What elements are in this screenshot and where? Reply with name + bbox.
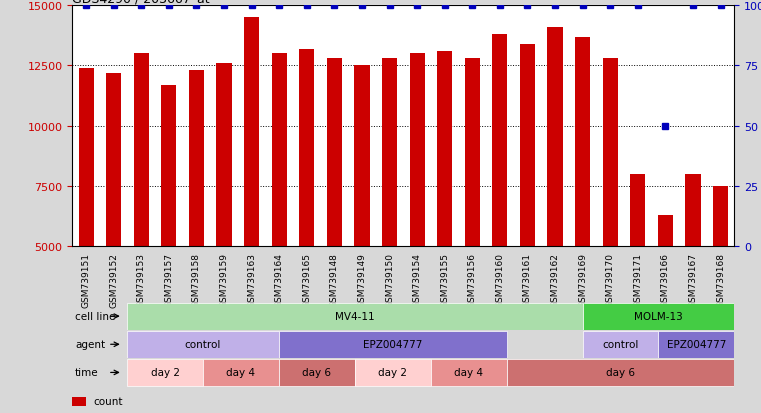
Text: control: control [185, 339, 221, 349]
Bar [547, 28, 562, 247]
Bar [127, 331, 279, 358]
Bar [713, 187, 728, 247]
Bar [134, 54, 149, 247]
Bar [575, 38, 591, 247]
Bar [658, 331, 734, 358]
Bar [355, 359, 431, 386]
Bar [78, 69, 94, 247]
Text: day 6: day 6 [302, 368, 331, 377]
Bar [686, 174, 701, 247]
Text: GDS4290 / 203667_at: GDS4290 / 203667_at [72, 0, 210, 5]
Bar [431, 359, 507, 386]
Bar [161, 85, 177, 247]
Bar [127, 359, 203, 386]
Bar [326, 59, 342, 247]
Bar [272, 54, 287, 247]
Bar [658, 215, 673, 247]
Bar [279, 331, 507, 358]
Bar [409, 54, 425, 247]
Text: day 2: day 2 [378, 368, 407, 377]
Bar [279, 359, 355, 386]
Text: day 6: day 6 [606, 368, 635, 377]
Bar [355, 66, 370, 247]
Bar [583, 303, 734, 330]
Text: MV4-11: MV4-11 [335, 311, 374, 321]
Bar [299, 50, 314, 247]
Text: MOLM-13: MOLM-13 [634, 311, 683, 321]
Bar [203, 359, 279, 386]
Text: control: control [602, 339, 638, 349]
Text: count: count [93, 396, 123, 406]
Bar [583, 331, 658, 358]
Text: day 2: day 2 [151, 368, 180, 377]
Bar [72, 397, 85, 406]
Bar [603, 59, 618, 247]
Bar [106, 74, 121, 247]
Text: day 4: day 4 [227, 368, 256, 377]
Text: EPZ004777: EPZ004777 [363, 339, 422, 349]
Bar [507, 359, 734, 386]
Text: EPZ004777: EPZ004777 [667, 339, 726, 349]
Bar [382, 59, 397, 247]
Bar [520, 45, 535, 247]
Text: cell line: cell line [75, 311, 116, 321]
Text: day 4: day 4 [454, 368, 483, 377]
Bar [216, 64, 231, 247]
Bar [465, 59, 480, 247]
Bar [244, 18, 260, 247]
Bar [189, 71, 204, 247]
Text: time: time [75, 368, 99, 377]
Bar [492, 35, 508, 247]
Bar [630, 174, 645, 247]
Bar [127, 303, 583, 330]
Bar [437, 52, 452, 247]
Text: agent: agent [75, 339, 105, 349]
